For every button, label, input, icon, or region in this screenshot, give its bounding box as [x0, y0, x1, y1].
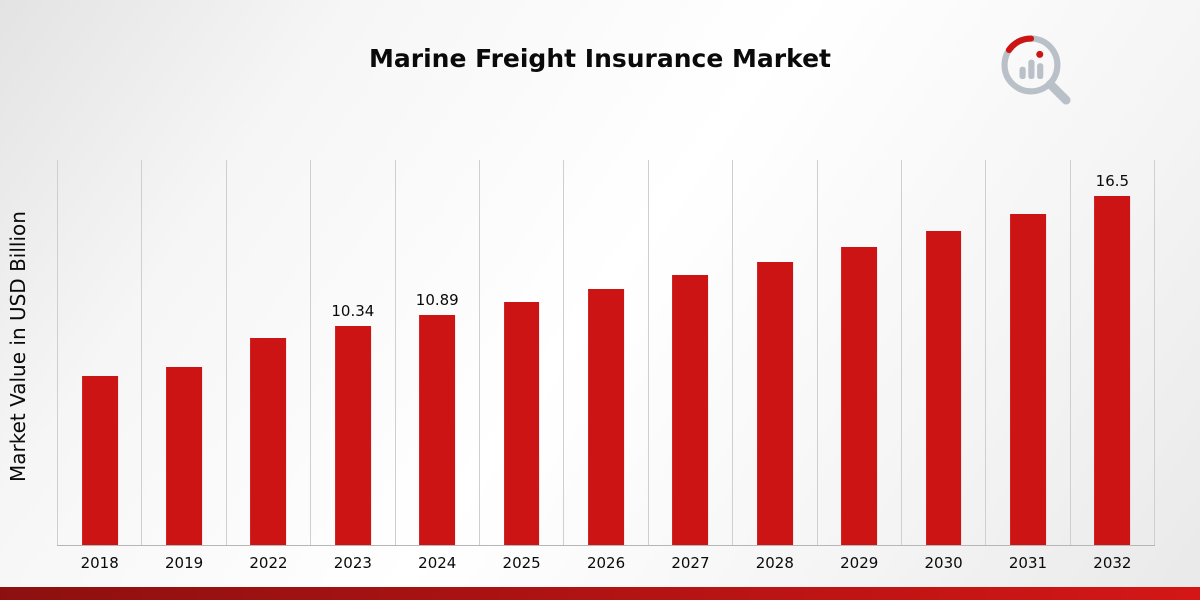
bar	[503, 301, 540, 545]
x-tick-label: 2032	[1093, 554, 1132, 572]
bar	[166, 367, 202, 545]
bar	[419, 314, 456, 545]
bar	[588, 289, 624, 545]
chart-title: Marine Freight Insurance Market	[369, 44, 831, 73]
bar	[841, 246, 878, 545]
x-tick-label: 2029	[840, 554, 879, 572]
bar-column: 16.5 2032	[1069, 160, 1156, 572]
bar-column: 10.34 2023	[310, 160, 394, 572]
bar	[1094, 195, 1131, 545]
y-axis-label: Market Value in USD Billion	[6, 211, 30, 482]
bar-value-label: 10.34	[331, 302, 375, 321]
bar-column: 2018	[57, 160, 141, 572]
bar	[756, 261, 793, 545]
x-tick-label: 2019	[164, 554, 204, 572]
plot-area: 2018 2019 2022 10.34 2023 10.89 2024 2025 2026 20…	[57, 160, 1156, 572]
bar-value-label: 10.89	[415, 290, 459, 309]
bar-column: 2027	[647, 160, 732, 572]
bar-column: 2025	[478, 160, 563, 572]
bar-column: 2019	[141, 160, 225, 572]
bar	[250, 337, 287, 545]
footer-stripe	[0, 587, 1200, 600]
x-tick-label: 2022	[249, 554, 288, 572]
bar-column: 2022	[225, 160, 310, 572]
x-tick-label: 2030	[924, 554, 963, 572]
x-tick-label: 2026	[586, 554, 626, 572]
x-tick-label: 2028	[755, 554, 794, 572]
bar-column: 2031	[985, 160, 1069, 572]
bar	[1010, 213, 1046, 545]
bar-value-label: 16.5	[1095, 171, 1130, 190]
bar	[672, 275, 709, 545]
bar-column: 2026	[563, 160, 647, 572]
x-tick-label: 2023	[333, 554, 372, 572]
bar-column: 10.89 2024	[394, 160, 479, 572]
magnifier-bar-chart-logo	[994, 28, 1082, 116]
x-tick-label: 2018	[80, 554, 119, 572]
bar-column: 2029	[816, 160, 901, 572]
bar-column: 2030	[900, 160, 985, 572]
bar	[925, 230, 962, 545]
x-tick-label: 2031	[1008, 554, 1048, 572]
x-tick-label: 2025	[502, 554, 541, 572]
bar	[81, 375, 118, 545]
x-tick-label: 2024	[418, 554, 457, 572]
x-tick-label: 2027	[671, 554, 710, 572]
bar	[334, 326, 371, 545]
logo-svg	[1001, 35, 1071, 105]
bar-column: 2028	[732, 160, 816, 572]
